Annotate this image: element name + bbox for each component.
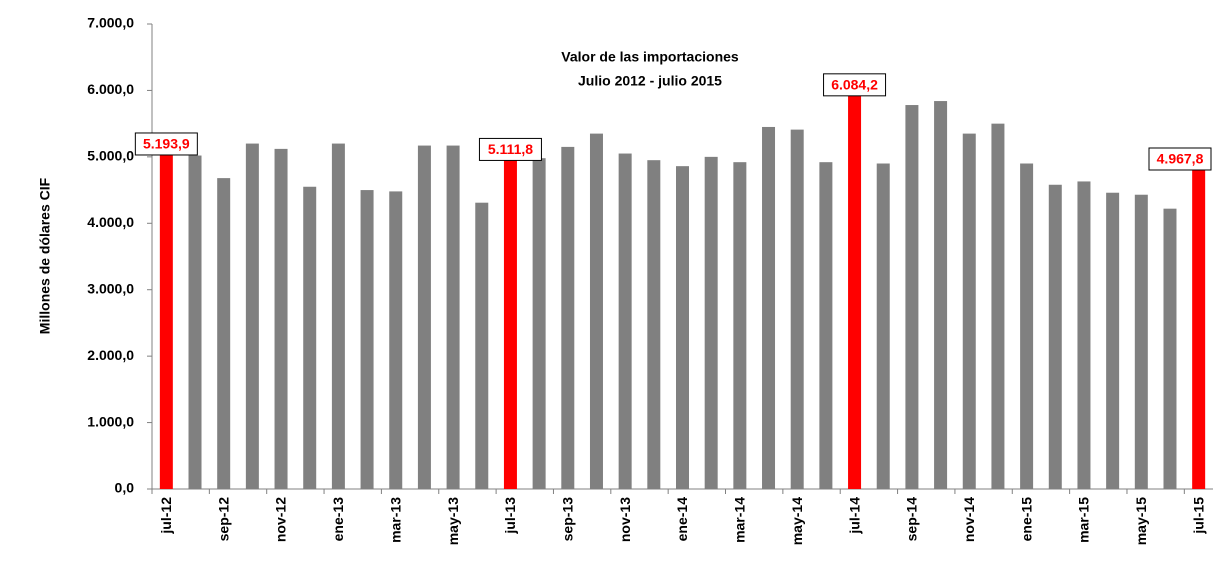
bar	[532, 158, 546, 489]
bar	[819, 162, 833, 489]
bar	[1048, 184, 1062, 489]
bar	[475, 202, 489, 489]
x-tick-label: mar-14	[732, 497, 748, 543]
x-tick-label: sep-13	[560, 497, 576, 542]
bar	[503, 149, 517, 490]
value-label-box	[823, 73, 887, 97]
x-tick-label: sep-12	[215, 497, 231, 542]
bar	[446, 145, 460, 490]
x-tick-label: ene-15	[1018, 497, 1034, 542]
chart-title: Valor de las importaciones	[561, 49, 739, 65]
x-tick-label: nov-14	[961, 497, 977, 542]
x-tick-label: jul-12	[158, 497, 174, 535]
x-tick-label: nov-13	[617, 497, 633, 542]
bar	[618, 153, 632, 490]
bar	[1134, 194, 1148, 489]
bar	[676, 166, 689, 489]
y-tick-label: 0,0	[115, 480, 135, 496]
x-tick-label: jul-15	[1190, 497, 1206, 535]
bar	[905, 105, 919, 490]
bar	[991, 123, 1005, 490]
x-tick-label: mar-13	[387, 497, 403, 543]
bar	[848, 84, 862, 489]
x-tick-label: ene-13	[330, 497, 346, 542]
y-tick-label: 7.000,0	[87, 15, 134, 31]
value-label-box	[478, 137, 542, 161]
bar	[188, 155, 202, 489]
bar	[876, 163, 890, 489]
value-label-box	[1148, 147, 1212, 171]
bar	[217, 178, 231, 489]
y-tick-label: 1.000,0	[87, 413, 134, 429]
bar	[417, 145, 431, 490]
bar	[733, 162, 747, 489]
bar	[1192, 158, 1206, 489]
x-tick-label: may-13	[445, 497, 461, 545]
bar	[1106, 192, 1120, 489]
bar	[704, 156, 718, 489]
bar	[647, 160, 661, 489]
x-tick-label: jul-14	[846, 497, 862, 535]
bar	[303, 186, 317, 489]
value-label: 6.084,2	[831, 77, 878, 93]
bar	[762, 126, 776, 489]
bar	[389, 191, 403, 489]
bar	[561, 146, 575, 489]
bar	[360, 190, 374, 490]
bar	[159, 143, 173, 490]
x-tick-label: ene-14	[674, 497, 690, 542]
bar	[1163, 208, 1177, 489]
x-tick-label: nov-12	[273, 497, 289, 542]
bar	[274, 148, 288, 489]
y-tick-label: 2.000,0	[87, 347, 134, 363]
y-tick-label: 3.000,0	[87, 280, 134, 296]
bar	[1020, 163, 1034, 489]
y-axis-label: Millones de dólares CIF	[37, 177, 53, 334]
bar	[790, 129, 804, 489]
y-tick-label: 6.000,0	[87, 81, 134, 97]
bar	[1077, 181, 1091, 489]
bar	[962, 133, 976, 489]
x-tick-label: may-14	[789, 497, 805, 545]
x-tick-label: may-15	[1133, 497, 1149, 545]
bar	[331, 143, 345, 490]
bar	[934, 101, 948, 490]
y-tick-label: 4.000,0	[87, 214, 134, 230]
y-tick-label: 5.000,0	[87, 148, 134, 164]
x-tick-label: mar-15	[1076, 497, 1092, 543]
bar	[589, 133, 603, 489]
value-label: 4.967,8	[1157, 151, 1204, 167]
bar	[245, 143, 259, 490]
value-label: 5.193,9	[143, 136, 190, 152]
chart-subtitle: Julio 2012 - julio 2015	[578, 73, 722, 89]
x-tick-label: jul-13	[502, 497, 518, 535]
x-tick-label: sep-14	[904, 497, 920, 542]
value-label-box	[134, 132, 198, 156]
value-label: 5.111,8	[488, 141, 533, 157]
